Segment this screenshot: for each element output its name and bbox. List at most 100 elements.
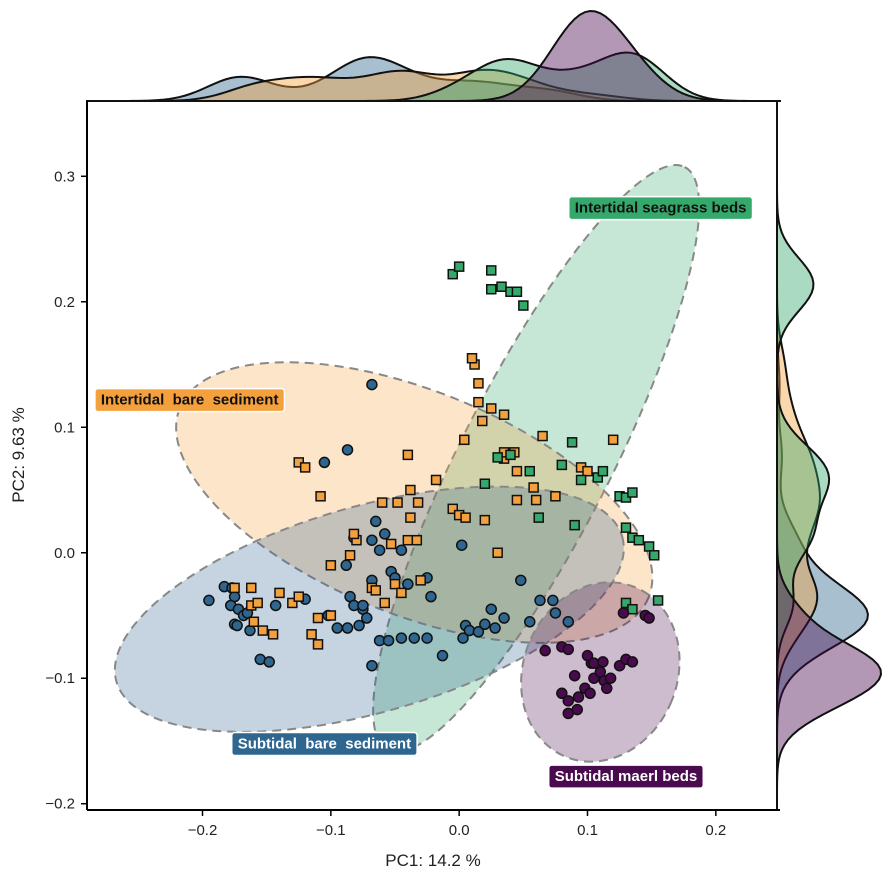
label-subtidal-maerl-beds: Subtidal maerl beds [547,764,705,789]
point-subtidal-bare-sediment [515,574,527,587]
confidence-ellipses [113,164,701,763]
point-intertidal-seagrass-beds [505,449,516,461]
label-subtidal-bare-sediment: Subtidal bare sediment [230,731,418,757]
point-subtidal-bare-sediment [402,578,414,590]
point-subtidal-maerl-beds [562,695,574,707]
point-subtidal-bare-sediment [549,607,562,619]
point-subtidal-maerl-beds [581,649,594,662]
x-ticks: −0.2 −0.1 0.0 0.1 0.2 [188,810,726,839]
point-intertidal-bare-sediment [537,430,548,442]
point-intertidal-bare-sediment [607,434,619,446]
point-subtidal-bare-sediment [373,544,386,556]
point-subtidal-bare-sediment [366,378,378,391]
point-intertidal-seagrass-beds [511,286,523,297]
point-subtidal-bare-sediment [331,622,343,634]
point-intertidal-bare-sediment [479,514,491,526]
point-intertidal-seagrass-beds [453,261,465,272]
point-intertidal-seagrass-beds [652,595,664,606]
label-box-subtidal-maerl-beds [547,764,705,789]
point-subtidal-maerl-beds [584,687,596,700]
point-intertidal-bare-sediment [293,591,304,602]
point-intertidal-bare-sediment [299,462,311,473]
point-intertidal-bare-sediment [511,494,523,506]
point-intertidal-bare-sediment [402,534,414,546]
point-subtidal-bare-sediment [318,456,331,469]
point-intertidal-bare-sediment [246,582,257,594]
top-density-subtidal-maerl-beds [87,9,780,102]
point-subtidal-bare-sediment [425,590,437,603]
point-subtidal-bare-sediment [421,632,433,644]
point-intertidal-seagrass-beds [492,452,503,463]
right-marginal-density [776,102,883,811]
point-intertidal-bare-sediment [306,629,317,640]
x-tick-label: 0.1 [577,822,598,839]
point-intertidal-seagrass-beds [566,437,578,448]
point-subtidal-maerl-beds [539,644,551,657]
point-subtidal-bare-sediment [395,544,408,556]
point-subtidal-bare-sediment [562,616,574,628]
group-labels: Subtidal bare sediment Intertidal bare se… [94,195,754,789]
right-density-subtidal-maerl-beds [776,102,883,811]
point-intertidal-seagrass-beds [486,283,497,295]
point-subtidal-bare-sediment [479,618,491,631]
point-intertidal-bare-sediment [287,597,298,609]
point-subtidal-bare-sediment [524,616,536,628]
point-subtidal-bare-sediment [455,539,468,551]
point-intertidal-bare-sediment [396,587,407,599]
point-subtidal-bare-sediment [489,622,501,634]
point-intertidal-seagrass-beds [597,465,609,477]
point-intertidal-bare-sediment [498,409,510,420]
point-intertidal-bare-sediment [312,612,324,624]
y-tick-label: 0.0 [54,545,75,562]
point-intertidal-seagrass-beds [620,522,632,533]
point-intertidal-seagrass-beds [486,265,497,276]
point-intertidal-bare-sediment [392,497,403,508]
point-intertidal-seagrass-beds [627,603,638,615]
point-intertidal-bare-sediment [402,449,414,461]
point-intertidal-seagrass-beds [447,268,458,280]
point-intertidal-seagrass-beds [620,597,632,609]
data-points [203,261,664,720]
point-intertidal-bare-sediment [459,434,470,446]
point-subtidal-bare-sediment [231,619,243,632]
label-text-intertidal-seagrass-beds: Intertidal seagrass beds [575,200,747,217]
point-subtidal-bare-sediment [498,612,510,624]
point-subtidal-bare-sediment [378,528,391,540]
point-intertidal-seagrass-beds [569,519,580,531]
point-intertidal-seagrass-beds [556,459,568,471]
point-subtidal-bare-sediment [485,603,497,615]
x-tick-label: −0.1 [316,822,346,839]
x-axis-title: PC1: 14.2 % [385,851,480,870]
point-intertidal-bare-sediment [473,378,484,389]
point-subtidal-bare-sediment [340,559,352,572]
y-axis-title: PC2: 9.63 % [9,407,28,502]
point-intertidal-bare-sediment [229,582,240,594]
point-subtidal-bare-sediment [244,624,256,637]
point-intertidal-bare-sediment [405,484,416,496]
y-ticks: −0.2 −0.1 0.0 0.1 0.2 0.3 [45,168,87,813]
point-subtidal-bare-sediment [269,599,282,612]
point-subtidal-bare-sediment [547,594,559,607]
point-intertidal-bare-sediment [466,352,478,364]
point-intertidal-bare-sediment [550,491,561,502]
top-marginal-density [87,9,781,102]
point-intertidal-bare-sediment [486,403,497,414]
point-subtidal-bare-sediment [203,594,215,607]
point-intertidal-bare-sediment [477,415,488,427]
point-intertidal-bare-sediment [325,560,337,571]
y-tick-label: 0.3 [54,168,75,185]
point-intertidal-bare-sediment [389,578,401,590]
point-intertidal-bare-sediment [315,491,326,502]
label-box-intertidal-bare-sediment [94,387,286,413]
point-subtidal-maerl-beds [626,656,639,668]
point-intertidal-bare-sediment [257,625,269,636]
x-tick-label: 0.2 [705,822,726,839]
point-subtidal-maerl-beds [604,672,617,684]
point-intertidal-bare-sediment [376,497,388,508]
point-intertidal-bare-sediment [325,610,337,621]
point-intertidal-bare-sediment [370,585,381,596]
y-tick-label: 0.2 [54,294,75,311]
point-subtidal-bare-sediment [534,594,546,607]
label-text-subtidal-maerl-beds: Subtidal maerl beds [555,768,698,785]
label-box-subtidal-bare-sediment [230,731,418,757]
